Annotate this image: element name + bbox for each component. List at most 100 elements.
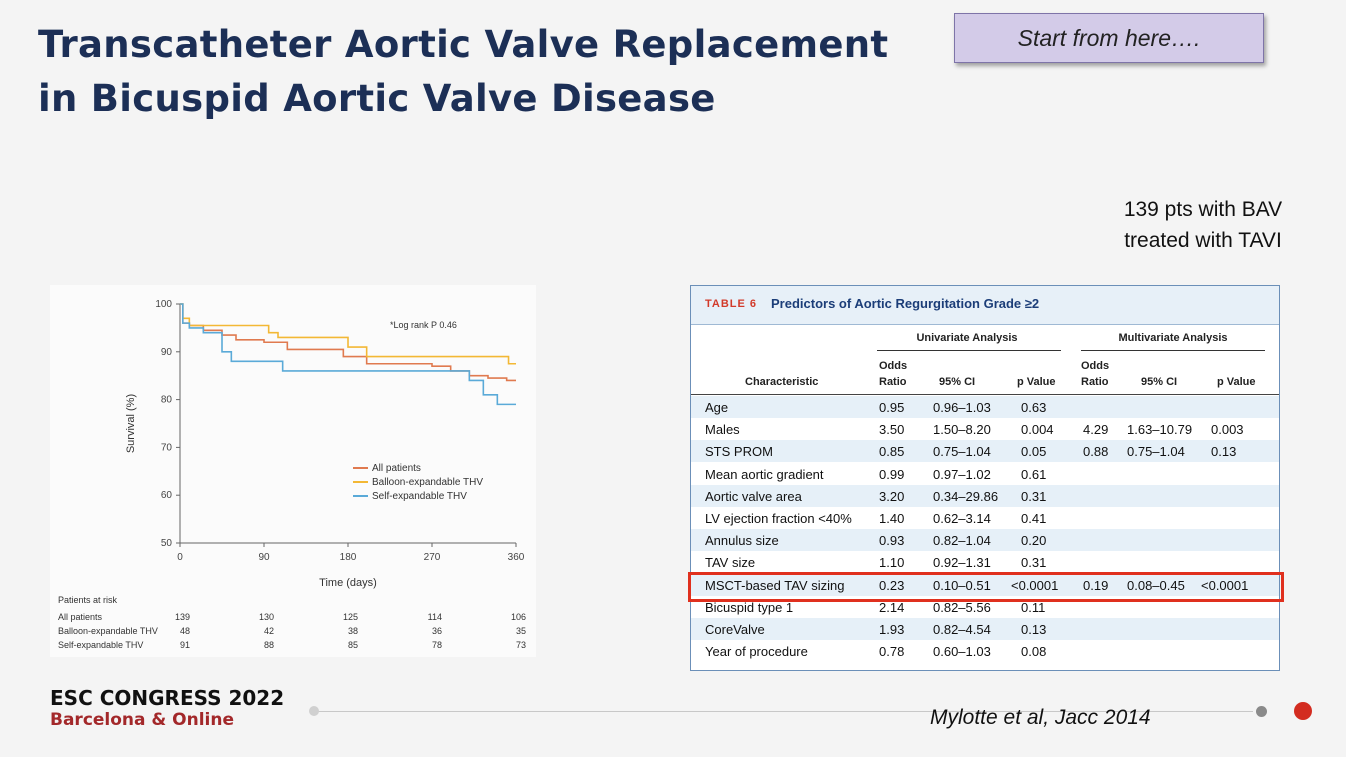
- risk-value: 130: [258, 612, 274, 622]
- risk-table-header: Patients at risk: [58, 595, 118, 605]
- risk-value: 78: [431, 640, 442, 650]
- row-characteristic: TAV size: [705, 555, 756, 571]
- survival-chart-panel: 0 90 180 270 360 50 60 70 80 90 100 Time (days) Surv…: [50, 285, 536, 657]
- risk-value: 36: [431, 626, 442, 636]
- row-multi-p-value: <0.0001: [1201, 577, 1249, 593]
- row-odds-ratio: 3.50: [879, 422, 905, 438]
- univariate-rule: [877, 350, 1061, 351]
- table-row: STS PROM 0.85 0.75–1.04 0.05 0.88 0.75–1.04 0.…: [691, 440, 1279, 463]
- y-tick-label: 80: [161, 395, 173, 406]
- congress-name: ESC CONGRESS 2022: [50, 686, 285, 710]
- row-odds-ratio: 0.93: [879, 533, 905, 549]
- slide-title: Transcatheter Aortic Valve Replacement i…: [38, 18, 888, 126]
- odds-ratio-header: Odds Ratio: [879, 358, 907, 390]
- row-odds-ratio: 1.93: [879, 622, 905, 637]
- x-tick-label: 270: [424, 552, 441, 563]
- x-tick-label: 180: [340, 552, 357, 563]
- risk-row-label: Balloon-expandable THV: [58, 626, 158, 636]
- survival-chart: 0 90 180 270 360 50 60 70 80 90 100 Time (days) Surv…: [125, 299, 525, 589]
- row-multi-p-value: 0.003: [1211, 422, 1244, 438]
- citation: Mylotte et al, Jacc 2014: [930, 706, 1151, 729]
- table-row: Annulus size 0.93 0.82–1.04 0.20: [691, 529, 1279, 552]
- row-odds-ratio: 3.20: [879, 488, 905, 504]
- risk-value: 106: [510, 612, 526, 622]
- risk-value: 48: [179, 626, 190, 636]
- row-p-value: 0.63: [1021, 400, 1047, 415]
- legend-label: All patients: [372, 463, 421, 474]
- row-p-value: <0.0001: [1011, 577, 1059, 593]
- row-ci: 0.10–0.51: [933, 577, 991, 593]
- ratio-header-line: Ratio: [879, 376, 907, 388]
- predictors-table: TABLE 6 Predictors of Aortic Regurgitati…: [690, 285, 1280, 671]
- risk-row-all: All patients 139 130 125 114 106: [58, 612, 538, 624]
- row-ci: 0.60–1.03: [933, 644, 991, 660]
- multivariate-group-header: Multivariate Analysis: [1118, 332, 1228, 344]
- y-tick-label: 60: [161, 490, 173, 501]
- legend-label: Balloon-expandable THV: [372, 477, 483, 488]
- row-characteristic: Mean aortic gradient: [705, 466, 824, 482]
- row-p-value: 0.004: [1021, 422, 1054, 438]
- row-characteristic: STS PROM: [705, 444, 773, 460]
- row-characteristic: Age: [705, 400, 729, 415]
- risk-value: 42: [263, 626, 274, 636]
- row-ci: 0.62–3.14: [933, 511, 991, 526]
- row-p-value: 0.08: [1021, 644, 1047, 660]
- highlight-box: [688, 572, 1284, 602]
- row-p-value: 0.11: [1021, 599, 1046, 615]
- table-title-bar: TABLE 6 Predictors of Aortic Regurgitati…: [691, 286, 1279, 325]
- row-ci: 0.75–1.04: [933, 444, 991, 460]
- risk-value: 91: [179, 640, 190, 650]
- odds-header-line: Odds: [1081, 360, 1110, 372]
- row-characteristic: Year of procedure: [705, 644, 808, 660]
- row-characteristic: LV ejection fraction <40%: [705, 511, 852, 526]
- survival-curve-3: [180, 303, 516, 406]
- row-characteristic: Annulus size: [705, 533, 779, 549]
- row-characteristic: MSCT-based TAV sizing: [705, 577, 845, 593]
- row-odds-ratio: 0.78: [879, 644, 905, 660]
- risk-value: 85: [347, 640, 358, 650]
- y-tick-label: 100: [155, 299, 172, 310]
- risk-row-balloon: Balloon-expandable THV 48 42 38 36 35: [58, 626, 538, 638]
- x-tick-label: 0: [177, 552, 183, 563]
- row-odds-ratio: 0.99: [879, 466, 905, 482]
- row-odds-ratio: 0.23: [879, 577, 905, 593]
- x-tick-label: 360: [508, 552, 525, 563]
- row-multi-ci: 0.08–0.45: [1127, 577, 1185, 593]
- risk-value: 35: [515, 626, 526, 636]
- table-caption: Predictors of Aortic Regurgitation Grade…: [771, 296, 1040, 311]
- row-ci: 0.82–4.54: [933, 622, 991, 637]
- row-characteristic: Males: [705, 422, 740, 438]
- univariate-group-header: Univariate Analysis: [916, 332, 1018, 344]
- multi-p-value-header: p Value: [1217, 376, 1256, 388]
- risk-value: 38: [347, 626, 358, 636]
- table-row: Aortic valve area 3.20 0.34–29.86 0.31: [691, 484, 1279, 507]
- characteristic-header: Characteristic: [745, 376, 819, 388]
- y-tick-label: 90: [161, 347, 173, 358]
- table-row: LV ejection fraction <40% 1.40 0.62–3.14 0.…: [691, 507, 1279, 529]
- multi-ci-header: 95% CI: [1141, 376, 1178, 388]
- table-row: Males 3.50 1.50–8.20 0.004 4.29 1.63–10.79 0.0…: [691, 418, 1279, 440]
- cohort-note-line-2: treated with TAVI: [1124, 229, 1282, 252]
- ci-header: 95% CI: [939, 376, 976, 388]
- row-multi-odds-ratio: 0.88: [1083, 444, 1109, 460]
- slide-title-line-2: in Bicuspid Aortic Valve Disease: [38, 77, 716, 120]
- legend-label: Self-expandable THV: [372, 491, 467, 502]
- x-axis-label: Time (days): [319, 577, 377, 589]
- row-p-value: 0.05: [1021, 444, 1047, 460]
- row-multi-odds-ratio: 4.29: [1083, 422, 1109, 438]
- ratio-header-line: Ratio: [1081, 376, 1109, 388]
- row-ci: 0.96–1.03: [933, 400, 991, 415]
- risk-row-self: Self-expandable THV 91 88 85 78 73: [58, 640, 538, 652]
- row-odds-ratio: 1.40: [879, 511, 905, 526]
- risk-value: 73: [515, 640, 526, 650]
- row-odds-ratio: 0.95: [879, 400, 905, 415]
- x-tick-label: 90: [258, 552, 270, 563]
- slide-title-line-1: Transcatheter Aortic Valve Replacement: [38, 23, 889, 66]
- y-tick-label: 70: [161, 442, 173, 453]
- table-row: TAV size 1.10 0.92–1.31 0.31: [691, 551, 1279, 573]
- start-from-here-box: Start from here….: [954, 13, 1264, 63]
- survival-curve-2: [180, 303, 516, 365]
- risk-value: 139: [174, 612, 190, 622]
- log-rank-annotation: *Log rank P 0.46: [390, 320, 457, 330]
- row-p-value: 0.31: [1021, 488, 1047, 504]
